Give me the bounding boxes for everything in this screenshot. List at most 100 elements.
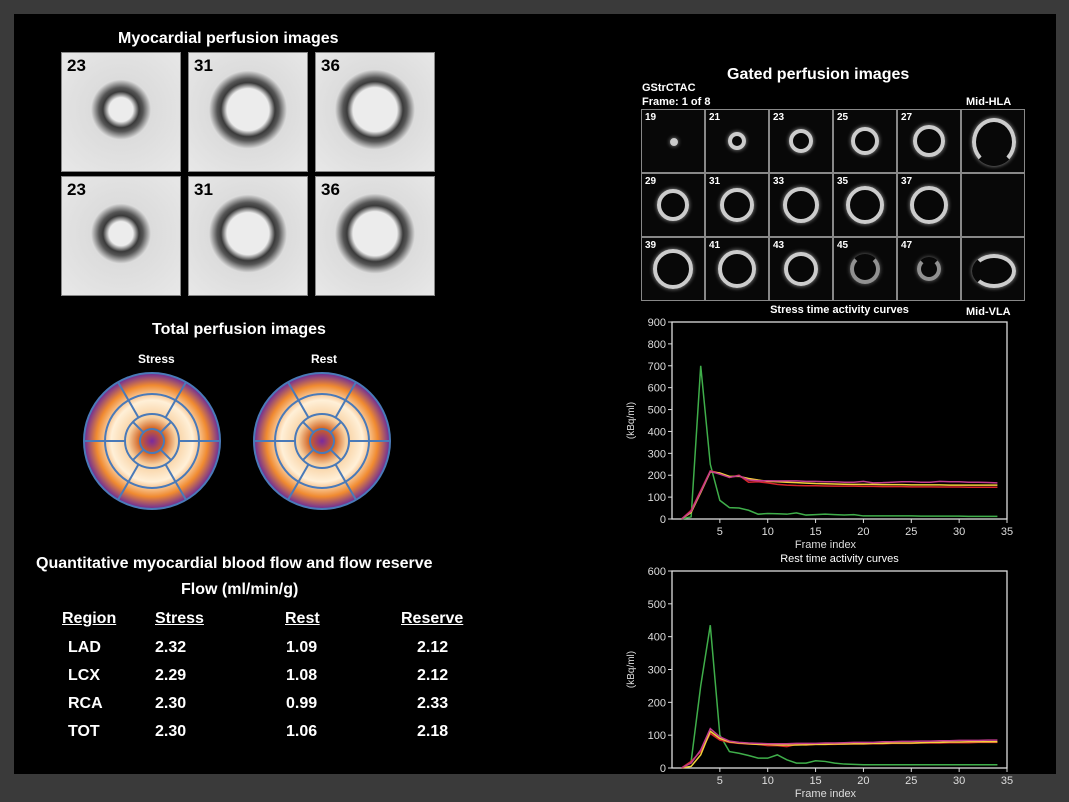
gated-series-name: GStrCTAC bbox=[642, 82, 696, 94]
flow-subtitle: Flow (ml/min/g) bbox=[181, 581, 299, 598]
table-cell: 2.32 bbox=[155, 639, 187, 656]
table-row-label: TOT bbox=[68, 723, 100, 740]
table-cell: 2.30 bbox=[155, 723, 187, 740]
gated-image: 43 bbox=[769, 237, 833, 301]
slice-number: 43 bbox=[773, 240, 785, 251]
gated-image: 25 bbox=[833, 109, 897, 173]
slice-number: 33 bbox=[773, 176, 785, 187]
gated-frame: Frame: 1 of 8 bbox=[642, 96, 711, 108]
x-tick-label: 20 bbox=[857, 775, 869, 787]
y-tick-label: 700 bbox=[648, 361, 666, 373]
mid-hla-image bbox=[961, 109, 1025, 173]
table-cell: 1.08 bbox=[286, 667, 318, 684]
table-row-label: LAD bbox=[68, 639, 101, 656]
slice-number: 21 bbox=[709, 112, 721, 123]
table-row-label: RCA bbox=[68, 695, 103, 712]
y-tick-label: 0 bbox=[660, 763, 666, 775]
slice-number: 29 bbox=[645, 176, 657, 187]
table-header: Region bbox=[62, 610, 117, 627]
slice-number: 19 bbox=[645, 112, 657, 123]
y-tick-label: 300 bbox=[648, 665, 666, 677]
x-axis-label: Frame index bbox=[795, 788, 857, 800]
x-tick-label: 30 bbox=[953, 775, 965, 787]
table-header: Reserve bbox=[401, 610, 464, 627]
y-tick-label: 100 bbox=[648, 492, 666, 504]
perfusion-image: 31 bbox=[188, 52, 308, 172]
y-tick-label: 0 bbox=[660, 514, 666, 526]
x-tick-label: 15 bbox=[809, 526, 821, 538]
x-tick-label: 35 bbox=[1001, 775, 1013, 787]
x-tick-label: 35 bbox=[1001, 526, 1013, 538]
perfusion-image: 36 bbox=[315, 52, 435, 172]
slice-number: 36 bbox=[321, 180, 340, 199]
polar-maps bbox=[83, 372, 391, 510]
gated-image: 19 bbox=[641, 109, 705, 173]
perfusion-image: 36 bbox=[315, 176, 435, 296]
x-tick-label: 25 bbox=[905, 775, 917, 787]
polar-label-stress: Stress bbox=[138, 352, 175, 366]
x-tick-label: 30 bbox=[953, 526, 965, 538]
x-tick-label: 25 bbox=[905, 526, 917, 538]
slice-number: 37 bbox=[901, 176, 913, 187]
series-line-red bbox=[681, 469, 998, 520]
table-row-label: LCX bbox=[68, 667, 100, 684]
total-perfusion-title: Total perfusion images bbox=[152, 321, 326, 338]
stress-chart: Stress time activity curves 0 100 200 300 400… bbox=[626, 304, 1013, 551]
y-tick-label: 500 bbox=[648, 405, 666, 417]
x-tick-label: 20 bbox=[857, 526, 869, 538]
polar-map-stress bbox=[83, 372, 221, 510]
slice-number: 39 bbox=[645, 240, 657, 251]
slice-number: 23 bbox=[67, 56, 86, 75]
gated-image: 29 bbox=[641, 173, 705, 237]
series-line-green bbox=[681, 365, 998, 520]
table-cell: 2.18 bbox=[417, 723, 449, 740]
slice-number: 45 bbox=[837, 240, 849, 251]
y-tick-label: 200 bbox=[648, 697, 666, 709]
mid-hla-label: Mid-HLA bbox=[966, 96, 1012, 108]
slice-number: 23 bbox=[773, 112, 785, 123]
chart-title: Rest time activity curves bbox=[780, 553, 899, 565]
y-axis-label: (kBq/ml) bbox=[626, 651, 637, 688]
plot-frame bbox=[671, 321, 1008, 520]
table-cell: 2.30 bbox=[155, 695, 187, 712]
gated-image: 39 bbox=[641, 237, 705, 301]
table-header: Stress bbox=[155, 610, 204, 627]
perfusion-title: Myocardial perfusion images bbox=[118, 30, 339, 47]
gated-title: Gated perfusion images bbox=[727, 66, 910, 83]
chart-title: Stress time activity curves bbox=[770, 304, 909, 316]
slice-number: 36 bbox=[321, 56, 340, 75]
y-tick-label: 400 bbox=[648, 632, 666, 644]
perfusion-image: 23 bbox=[61, 52, 181, 172]
x-tick-label: 5 bbox=[717, 526, 723, 538]
flow-title: Quantitative myocardial blood flow and f… bbox=[36, 555, 433, 572]
mid-vla-image bbox=[961, 237, 1025, 301]
y-tick-label: 400 bbox=[648, 426, 666, 438]
polar-map-rest bbox=[253, 372, 391, 510]
y-tick-label: 600 bbox=[648, 383, 666, 395]
slice-number: 31 bbox=[194, 180, 213, 199]
table-cell: 1.06 bbox=[286, 723, 318, 740]
slice-number: 41 bbox=[709, 240, 721, 251]
x-tick-label: 10 bbox=[762, 526, 774, 538]
series-line-magenta bbox=[681, 727, 998, 769]
series-line-green bbox=[681, 625, 998, 769]
slice-number: 27 bbox=[901, 112, 913, 123]
perfusion-image: 31 bbox=[188, 176, 308, 296]
gated-image: 23 bbox=[769, 109, 833, 173]
x-tick-label: 15 bbox=[809, 775, 821, 787]
gated-image: 35 bbox=[833, 173, 897, 237]
perfusion-image: 23 bbox=[61, 176, 181, 296]
slice-number: 23 bbox=[67, 180, 86, 199]
y-tick-label: 300 bbox=[648, 448, 666, 460]
polar-label-rest: Rest bbox=[311, 352, 338, 366]
x-tick-label: 10 bbox=[762, 775, 774, 787]
table-cell: 2.29 bbox=[155, 667, 187, 684]
table-cell: 1.09 bbox=[286, 639, 318, 656]
table-cell: 0.99 bbox=[286, 695, 318, 712]
gated-image: 47 bbox=[897, 237, 961, 301]
series-line-magenta bbox=[681, 470, 998, 520]
slice-number: 25 bbox=[837, 112, 849, 123]
table-header: Rest bbox=[285, 610, 320, 627]
gated-image: 33 bbox=[769, 173, 833, 237]
y-tick-label: 800 bbox=[648, 339, 666, 351]
